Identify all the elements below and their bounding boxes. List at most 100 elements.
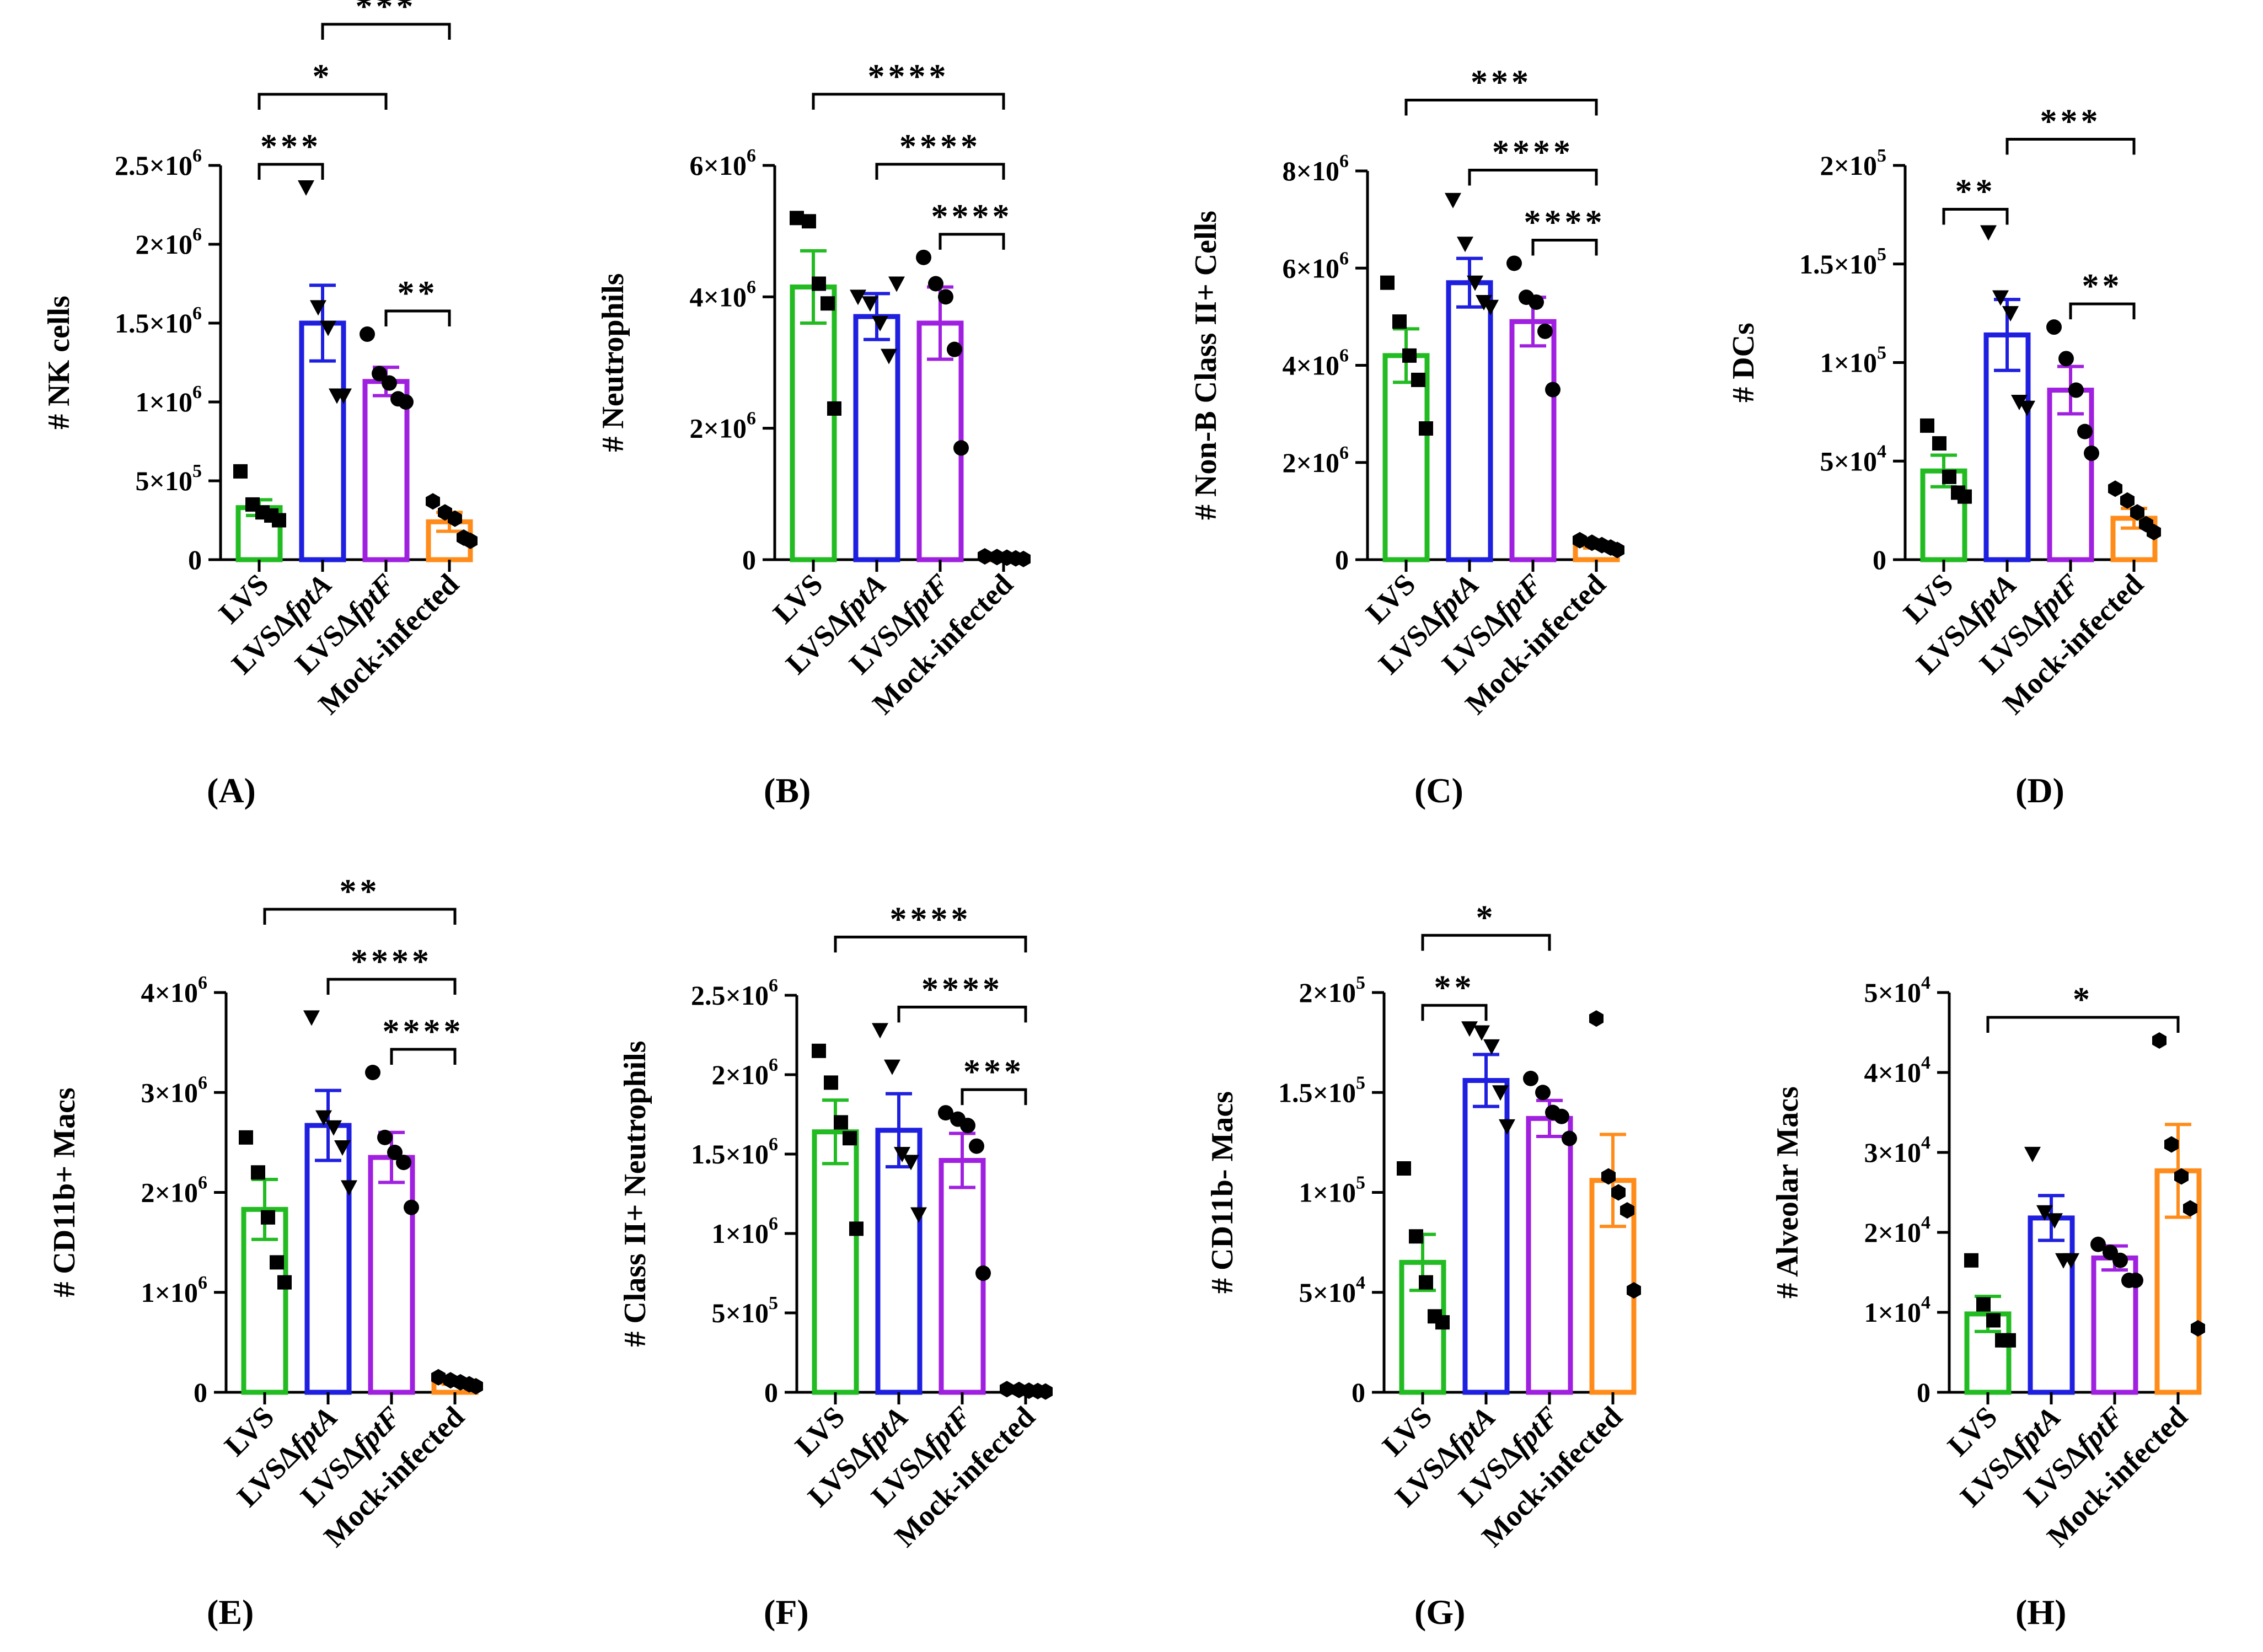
data-point [1535, 1085, 1551, 1101]
data-point [1397, 1161, 1411, 1176]
data-point [1461, 1021, 1478, 1037]
significance-bracket [263, 908, 457, 925]
tick-mantissa: 0 [742, 544, 756, 575]
tick-exponent: 6 [1339, 346, 1349, 366]
significance-bracket [961, 1088, 1027, 1106]
data-point [1483, 1039, 1500, 1055]
data-point [812, 1043, 826, 1058]
data-point [1419, 1275, 1433, 1290]
data-point [233, 464, 248, 479]
y-tick-label: 1×105 [1820, 343, 1887, 378]
panel-label: (D) [2015, 771, 2064, 810]
tick-exponent: 6 [747, 409, 756, 429]
data-point [1457, 237, 1473, 253]
significance-bracket [384, 309, 451, 327]
tick-mantissa: 3×10 [1864, 1137, 1922, 1168]
data-point [1473, 1025, 1490, 1041]
significance-bracket [326, 978, 457, 995]
data-point [426, 493, 440, 510]
bar [304, 1123, 352, 1395]
data-point [398, 394, 414, 410]
tick-mantissa: 4×10 [1864, 1057, 1922, 1088]
tick-mantissa: 0 [188, 544, 202, 575]
significance-bracket [875, 163, 1005, 180]
data-point [270, 1255, 284, 1270]
y-tick-label: 1×106 [136, 382, 202, 417]
data-point [1409, 1229, 1423, 1244]
data-point [2108, 480, 2122, 497]
y-axis-title: # CD11b- Macs [1205, 1091, 1240, 1294]
tick-mantissa: 0 [1352, 1377, 1365, 1408]
bar [1509, 319, 1557, 562]
tick-exponent: 5 [192, 461, 202, 481]
bar [362, 379, 410, 562]
tick-mantissa: 0 [1335, 544, 1349, 575]
data-point [2147, 524, 2161, 540]
significance-label: *** [1471, 63, 1532, 101]
tick-mantissa: 5×10 [712, 1297, 769, 1328]
significance-label: **** [1524, 203, 1606, 241]
y-tick-label: 1.5×105 [1799, 244, 1886, 280]
tick-exponent: 6 [192, 224, 202, 245]
y-tick-label: 5×104 [1820, 441, 1887, 476]
y-tick-label: 3×106 [141, 1072, 208, 1108]
bar [812, 1129, 859, 1395]
data-point [382, 375, 397, 391]
data-point [802, 214, 816, 229]
data-point [1964, 1253, 1978, 1268]
data-point [938, 289, 953, 305]
data-point [850, 289, 866, 305]
significance-label: **** [899, 128, 981, 165]
data-point [1000, 1381, 1014, 1398]
panel-label: (F) [764, 1592, 809, 1632]
bar [1526, 1115, 1573, 1395]
y-tick-label: 1×105 [1299, 1173, 1366, 1208]
data-point [404, 1199, 419, 1215]
data-point [2002, 1333, 2016, 1348]
y-tick-label: 1.5×105 [1278, 1072, 1365, 1108]
bar [2047, 388, 2094, 562]
y-tick-label: 8×106 [1283, 151, 1349, 186]
y-tick-label: 1.5×106 [115, 303, 202, 339]
y-tick-label: 1×106 [141, 1273, 208, 1308]
data-point [821, 296, 835, 311]
data-point [1610, 541, 1624, 559]
tick-mantissa: 1.5×10 [115, 308, 192, 339]
significance-bracket [390, 1048, 457, 1065]
y-tick-label: 3×104 [1864, 1133, 1931, 1168]
data-point [315, 1110, 332, 1126]
y-tick-label: 4×106 [690, 277, 757, 312]
data-point [1976, 1297, 1991, 1312]
tick-exponent: 5 [1877, 343, 1886, 363]
bar [1446, 280, 1493, 562]
data-point [251, 1165, 265, 1180]
tick-mantissa: 2×10 [141, 1177, 199, 1208]
tick-mantissa: 8×10 [1283, 155, 1340, 186]
tick-mantissa: 2×10 [136, 229, 193, 260]
data-point [2164, 1136, 2179, 1153]
significance-label: **** [890, 900, 972, 938]
tick-mantissa: 3×10 [141, 1077, 199, 1108]
data-point [1562, 1130, 1577, 1146]
tick-mantissa: 0 [1917, 1377, 1930, 1408]
significance-label: * [2073, 981, 2093, 1018]
data-point [335, 388, 352, 404]
data-point [1482, 299, 1499, 315]
y-tick-label: 0 [1917, 1377, 1930, 1408]
tick-exponent: 4 [1921, 1133, 1930, 1153]
data-point [387, 1145, 403, 1160]
tick-exponent: 6 [769, 1134, 778, 1155]
tick-exponent: 6 [198, 1072, 207, 1093]
significance-label: **** [931, 198, 1013, 235]
tick-exponent: 4 [1356, 1273, 1365, 1293]
tick-exponent: 4 [1921, 1053, 1930, 1073]
data-point [2183, 1200, 2197, 1217]
y-axis-title: # DCs [1726, 323, 1761, 403]
data-point [812, 276, 826, 291]
significance-bracket [1531, 238, 1598, 256]
y-tick-label: 2×106 [141, 1173, 208, 1208]
data-point [2058, 351, 2074, 367]
